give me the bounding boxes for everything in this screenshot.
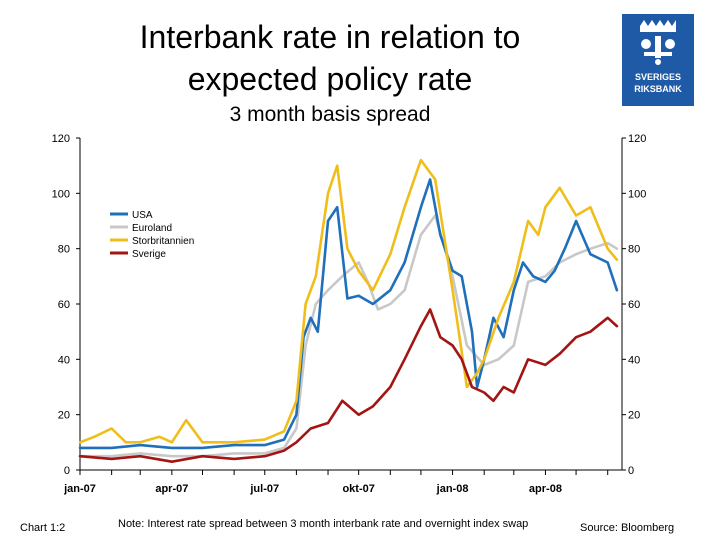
page-title: Interbank rate in relation to expected p… [80, 16, 580, 100]
y-tick-label-left: 0 [64, 465, 70, 477]
chart-note: Note: Interest rate spread between 3 mon… [118, 518, 529, 530]
chart-number: Chart 1:2 [20, 522, 66, 534]
axes-layer: 0 0 20 20 40 40 60 60 80 80 100 100 120 120 jan-07 apr-… [52, 133, 647, 495]
y-tick-label-left: 100 [52, 188, 70, 200]
y-tick-label-left: 40 [58, 354, 70, 366]
y-tick-label-left: 120 [52, 133, 70, 145]
series-line-usa [78, 178, 619, 450]
chart-source: Source: Bloomberg [580, 522, 675, 534]
y-tick-label-right: 60 [628, 299, 640, 311]
series-line-sverige [78, 308, 619, 463]
x-tick-label: okt-07 [342, 483, 374, 495]
y-tick-label-right: 20 [628, 410, 640, 422]
crown-icon [640, 20, 676, 32]
legend-label-storbritannien: Storbritannien [132, 236, 194, 247]
y-tick-label-right: 80 [628, 244, 640, 256]
series-layer [78, 158, 619, 463]
line-chart: 0 0 20 20 40 40 60 60 80 80 100 100 120 120 jan-07 apr-… [52, 133, 647, 495]
y-tick-label-left: 80 [58, 244, 70, 256]
footer [0, 514, 720, 540]
x-tick-label: jul-07 [249, 483, 279, 495]
legend: USA Euroland Storbritannien Sverige [110, 210, 194, 260]
x-tick-label: jan-08 [436, 483, 469, 495]
y-tick-label-left: 20 [58, 410, 70, 422]
y-tick-label-right: 0 [628, 465, 634, 477]
x-tick-label: apr-07 [155, 483, 188, 495]
title-line-2: expected policy rate [187, 61, 473, 97]
crest-icon [641, 36, 675, 65]
y-tick-label-left: 60 [58, 299, 70, 311]
y-tick-label-right: 120 [628, 133, 646, 145]
chart-subtitle: 3 month basis spread [229, 103, 431, 126]
x-tick-label: apr-08 [529, 483, 562, 495]
legend-label-usa: USA [132, 210, 153, 221]
logo-text-line-1: SVERIGES [635, 72, 681, 82]
title-line-1: Interbank rate in relation to [139, 19, 521, 55]
logo-text-line-2: RIKSBANK [634, 84, 682, 94]
series-line-storbritannien [78, 158, 619, 444]
series-line-euroland [78, 214, 619, 458]
x-tick-label: jan-07 [63, 483, 96, 495]
y-tick-label-right: 40 [628, 354, 640, 366]
legend-label-euroland: Euroland [132, 223, 172, 234]
legend-label-sverige: Sverige [132, 249, 166, 260]
riksbank-logo: SVERIGES RIKSBANK [622, 14, 694, 106]
y-tick-label-right: 100 [628, 188, 646, 200]
